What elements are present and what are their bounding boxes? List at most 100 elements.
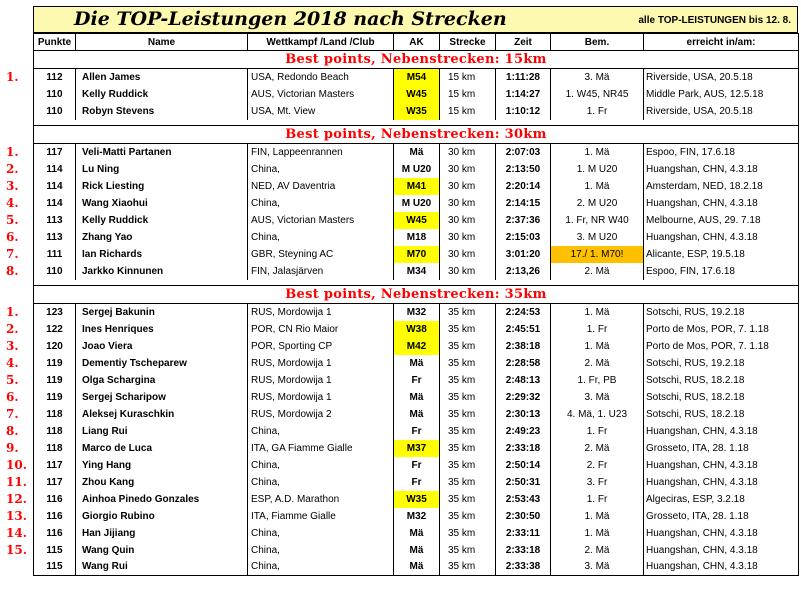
ak-cell: Fr [393, 456, 440, 474]
remark-cell: 2. Mä [550, 541, 644, 559]
time-cell: 2:30:13 [495, 405, 551, 423]
ak-cell: Mä [393, 354, 440, 372]
time-cell: 1:11:28 [495, 68, 551, 86]
reached-cell: Huangshan, CHN, 4.3.18 [643, 473, 799, 491]
distance-cell: 15 km [439, 68, 496, 86]
remark-cell: 2. Fr [550, 456, 644, 474]
remark-cell: 2. M U20 [550, 194, 644, 212]
reached-cell: Huangshan, CHN, 4.3.18 [643, 228, 799, 246]
distance-cell: 30 km [439, 160, 496, 178]
ak-cell: W35 [393, 102, 440, 120]
rank-label: 4. [6, 195, 19, 210]
competition-cell: RUS, Mordowija 2 [247, 405, 394, 423]
points-cell: 117 [33, 473, 76, 491]
remark-cell: 1. Mä [550, 337, 644, 355]
distance-cell: 30 km [439, 177, 496, 195]
table-row: 118 Aleksej Kuraschkin RUS, Mordowija 2 Mä 3… [33, 405, 799, 423]
name-cell: Veli-Matti Partanen [75, 143, 248, 161]
distance-cell: 35 km [439, 371, 496, 389]
rank-label: 2. [6, 161, 19, 176]
reached-cell: Sotschi, RUS, 18.2.18 [643, 405, 799, 423]
time-cell: 2:13,26 [495, 262, 551, 280]
name-cell: Marco de Luca [75, 439, 248, 457]
distance-cell: 30 km [439, 211, 496, 229]
section-heading: Best points, Nebenstrecken: 15km [33, 50, 799, 69]
table-row: 123 Sergej Bakunin RUS, Mordowija 1 M32 35 k… [33, 303, 799, 321]
name-cell: Sergej Scharipow [75, 388, 248, 406]
ak-cell: M32 [393, 303, 440, 321]
reached-cell: Huangshan, CHN, 4.3.18 [643, 160, 799, 178]
table-row: 115 Wang Rui China, Mä 35 km 2:33:38 3. Mä Huan… [33, 558, 799, 576]
ak-cell: M42 [393, 337, 440, 355]
reached-cell: Espoo, FIN, 17.6.18 [643, 143, 799, 161]
points-cell: 117 [33, 456, 76, 474]
time-cell: 3:01:20 [495, 245, 551, 263]
competition-cell: GBR, Steyning AC [247, 245, 394, 263]
competition-cell: RUS, Mordowija 1 [247, 388, 394, 406]
rank-label: 6. [6, 389, 19, 404]
name-cell: Giorgio Rubino [75, 507, 248, 525]
table-row: 116 Giorgio Rubino ITA, Fiamme Gialle M32 35… [33, 507, 799, 525]
competition-cell: China, [247, 422, 394, 440]
table-row: 111 Ian Richards GBR, Steyning AC M70 30 km 3… [33, 245, 799, 263]
points-cell: 114 [33, 160, 76, 178]
section-spacer [33, 119, 799, 126]
rank-label: 1. [6, 144, 19, 159]
reached-cell: Huangshan, CHN, 4.3.18 [643, 524, 799, 542]
competition-cell: POR, CN Rio Maior [247, 320, 394, 338]
rank-label: 5. [6, 212, 19, 227]
remark-cell: 2. Mä [550, 262, 644, 280]
rank-label: 7. [6, 246, 19, 261]
ak-cell: M70 [393, 245, 440, 263]
reached-cell: Huangshan, CHN, 4.3.18 [643, 558, 799, 576]
competition-cell: POR, Sporting CP [247, 337, 394, 355]
table-row: 119 Olga Schargina RUS, Mordowija 1 Fr 35 km… [33, 371, 799, 389]
competition-cell: China, [247, 160, 394, 178]
remark-cell: 3. M U20 [550, 228, 644, 246]
section-spacer [33, 279, 799, 286]
time-cell: 2:20:14 [495, 177, 551, 195]
competition-cell: FIN, Jalasjärven [247, 262, 394, 280]
distance-cell: 35 km [439, 388, 496, 406]
points-cell: 116 [33, 524, 76, 542]
points-cell: 116 [33, 507, 76, 525]
rank-label: 4. [6, 355, 19, 370]
name-cell: Ines Henriques [75, 320, 248, 338]
points-cell: 119 [33, 388, 76, 406]
name-cell: Sergej Bakunin [75, 303, 248, 321]
ak-cell: Mä [393, 388, 440, 406]
rank-label: 2. [6, 321, 19, 336]
table-row: 110 Robyn Stevens USA, Mt. View W35 15 km 1:1… [33, 102, 799, 120]
time-cell: 1:14:27 [495, 85, 551, 103]
header-competition: Wettkampf /Land /Club [247, 33, 394, 51]
name-cell: Wang Quin [75, 541, 248, 559]
time-cell: 2:24:53 [495, 303, 551, 321]
table-row: 112 Allen James USA, Redondo Beach M54 15 km… [33, 68, 799, 86]
ak-cell: M U20 [393, 160, 440, 178]
time-cell: 2:53:43 [495, 490, 551, 508]
time-cell: 2:48:13 [495, 371, 551, 389]
competition-cell: China, [247, 473, 394, 491]
points-cell: 115 [33, 541, 76, 559]
competition-cell: China, [247, 228, 394, 246]
rank-label: 6. [6, 229, 19, 244]
header-row: Punkte Name Wettkampf /Land /Club AK Str… [33, 33, 799, 51]
reached-cell: Huangshan, CHN, 4.3.18 [643, 541, 799, 559]
points-cell: 110 [33, 262, 76, 280]
table-row: 110 Kelly Ruddick AUS, Victorian Masters W4… [33, 85, 799, 103]
table-row: 120 Joao Viera POR, Sporting CP M42 35 km 2:3… [33, 337, 799, 355]
rank-label: 1. [6, 69, 19, 84]
time-cell: 2:50:14 [495, 456, 551, 474]
competition-cell: China, [247, 524, 394, 542]
remark-cell: 2. Mä [550, 439, 644, 457]
rank-label: 8. [6, 423, 19, 438]
rank-label: 5. [6, 372, 19, 387]
competition-cell: China, [247, 194, 394, 212]
ak-cell: Fr [393, 422, 440, 440]
remark-cell: 1. Fr, PB [550, 371, 644, 389]
distance-cell: 30 km [439, 194, 496, 212]
points-cell: 118 [33, 422, 76, 440]
competition-cell: FIN, Lappeenrannen [247, 143, 394, 161]
distance-cell: 15 km [439, 102, 496, 120]
ak-cell: Fr [393, 473, 440, 491]
